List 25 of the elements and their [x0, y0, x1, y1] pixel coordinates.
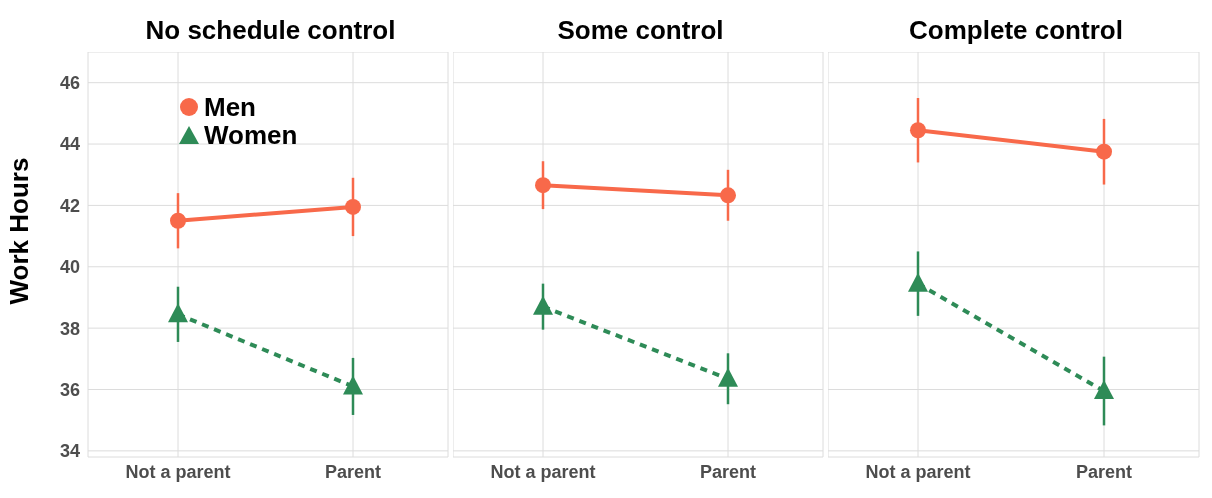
- legend-label: Men: [204, 92, 256, 122]
- y-tick-label: 34: [59, 441, 80, 462]
- x-tick-label: Not a parent: [490, 461, 596, 482]
- y-tick-label: 36: [59, 379, 80, 400]
- y-tick-label: 46: [59, 73, 80, 94]
- chart-title: Some control: [556, 14, 725, 47]
- legend-label: Women: [204, 120, 298, 150]
- chart-title: No schedule control: [144, 14, 397, 47]
- y-tick-label: 42: [59, 195, 80, 216]
- point: [345, 198, 361, 215]
- point: [170, 212, 186, 229]
- x-tick-label: Not a parent: [865, 461, 971, 482]
- y-tick-label: 38: [59, 318, 80, 339]
- x-tick-label: Parent: [699, 461, 757, 482]
- y-axis-title: Work Hours: [4, 157, 35, 305]
- point: [910, 122, 926, 139]
- x-tick-label: Not a parent: [125, 461, 231, 482]
- point: [1096, 143, 1112, 160]
- point: [720, 187, 736, 204]
- y-tick-label: 44: [59, 134, 80, 155]
- x-tick-label: Parent: [1075, 461, 1133, 482]
- x-tick-label: Parent: [324, 461, 382, 482]
- chart-title: Complete control: [908, 14, 1124, 47]
- y-tick-label: 40: [59, 257, 80, 278]
- point: [535, 177, 551, 194]
